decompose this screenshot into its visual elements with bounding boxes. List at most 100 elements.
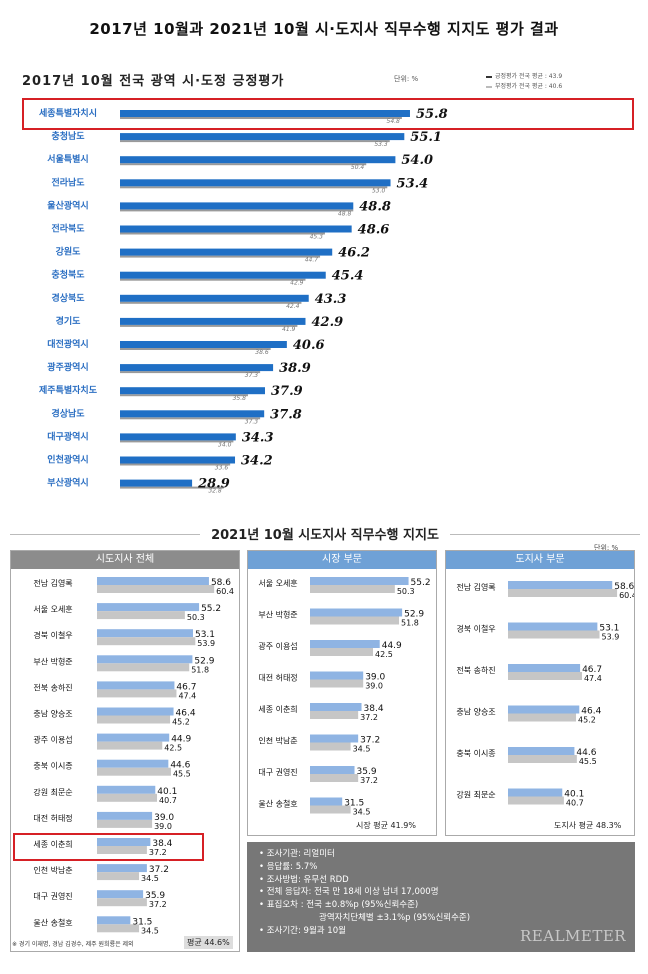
- candidate-label: 전남 김영록: [33, 578, 72, 588]
- value-label: 38.9: [279, 361, 311, 376]
- bar-positive: [120, 225, 352, 233]
- value-label-previous: 34.5: [353, 745, 371, 754]
- bar-positive: [120, 433, 236, 441]
- bar-positive: [120, 202, 354, 210]
- value-label-previous: 39.0: [154, 822, 172, 831]
- value-label-previous: 37.2: [149, 900, 167, 909]
- region-label: 전라남도: [51, 176, 85, 188]
- value-label-previous: 39.0: [365, 682, 383, 691]
- bar-2021-previous: [97, 898, 147, 907]
- region-label: 전라북도: [51, 223, 85, 235]
- bar-2021-current: [97, 681, 175, 690]
- candidate-label: 부산 박형준: [258, 610, 297, 620]
- exclusion-note: ※ 경기 이재명, 경남 김경수, 제주 원희룡은 제외: [12, 941, 134, 948]
- value-label: 46.2: [338, 246, 370, 261]
- bar-positive: [120, 133, 405, 141]
- bar-2021-previous: [97, 715, 171, 724]
- bar-positive: [120, 248, 333, 256]
- bar-secondary: [120, 140, 390, 143]
- bar-secondary: [120, 186, 388, 189]
- top-chart-legend: 긍정평가 전국 평균 : 43.9 부정평가 전국 평균 : 40.6: [486, 72, 562, 92]
- bar-positive: [120, 479, 193, 487]
- value-label-previous: 47.4: [178, 691, 196, 700]
- bar-2021-previous: [97, 741, 163, 750]
- top-chart-svg: 세종특별자치시 54.8 55.8 충청남도 53.3 55.1 서울특별시 50.4 54.0…: [39, 107, 448, 495]
- value-label-secondary: 54.8: [387, 118, 401, 125]
- bar-2021-previous: [97, 793, 158, 802]
- value-label-secondary: 48.8: [338, 210, 352, 217]
- bar-2021-previous: [310, 711, 359, 719]
- bar-2021-previous: [508, 796, 564, 805]
- brand-logo: REALMETER: [520, 927, 627, 945]
- bar-2021-previous: [310, 742, 351, 751]
- bar-2021-current: [97, 603, 200, 612]
- bar-2021-previous: [310, 774, 359, 782]
- region-label: 인천광역시: [47, 454, 88, 466]
- bar-2021-previous: [97, 819, 153, 828]
- bar-2021-current: [310, 766, 355, 774]
- candidate-label: 대전 허태정: [258, 673, 297, 683]
- value-label: 45.4: [332, 269, 364, 284]
- candidate-label: 충북 이시종: [33, 761, 72, 771]
- candidate-label: 울산 송철호: [258, 799, 297, 809]
- value-label-current: 58.6: [614, 582, 634, 592]
- value-label-previous: 37.2: [360, 713, 378, 722]
- value-label-secondary: 42.9: [290, 280, 304, 287]
- value-label-secondary: 53.3: [374, 141, 388, 148]
- value-label: 37.8: [270, 407, 302, 422]
- bottom-title-wrap: 2021년 10월 시도지사 직무수행 지지도: [10, 522, 640, 548]
- legend-swatch-positive: [486, 76, 492, 78]
- bottom-title: 2021년 10월 시도지사 직무수행 지지도: [200, 524, 450, 543]
- legend-swatch-negative: [486, 86, 492, 88]
- value-label-secondary: 32.8: [208, 488, 222, 495]
- bar-2021-current: [508, 747, 575, 755]
- bar-2021-current: [508, 705, 580, 714]
- bar-2021-current: [97, 759, 169, 768]
- overall-average: 평균 44.6%: [184, 936, 233, 949]
- bar-2021-current: [97, 629, 193, 638]
- value-label-secondary: 53.0: [372, 187, 386, 194]
- info-line: • 응답률: 5.7%: [259, 861, 318, 872]
- sejong-highlight-box-2021: [13, 833, 204, 861]
- panel-mayor: 시장 부문 서울 오세훈 55.2 50.3 부산 박형준 52.9 51.8 광주 이용섭…: [247, 550, 437, 836]
- top-chart-title: 2017년 10월 전국 광역 시·도정 긍정평가: [22, 74, 285, 89]
- region-label: 경상북도: [51, 292, 85, 304]
- value-label-previous: 34.5: [141, 926, 159, 935]
- bar-2021-current: [310, 577, 409, 585]
- value-label-secondary: 38.6: [255, 349, 269, 356]
- value-label-previous: 60.4: [619, 591, 634, 600]
- bar-positive: [120, 110, 410, 117]
- value-label: 53.4: [397, 176, 429, 191]
- value-label-current: 55.2: [411, 578, 431, 588]
- value-label-secondary: 35.8: [233, 395, 247, 402]
- value-label: 34.2: [241, 454, 273, 469]
- bar-secondary: [120, 417, 261, 420]
- bar-2021-current: [97, 785, 156, 794]
- value-label-previous: 45.2: [172, 718, 190, 727]
- value-label: 48.6: [358, 223, 390, 238]
- bar-secondary: [120, 301, 302, 304]
- candidate-label: 세종 이춘희: [33, 839, 72, 849]
- info-line: 광역자치단체별 ±3.1%p (95%신뢰수준): [319, 912, 471, 923]
- bar-2021-previous: [97, 611, 185, 620]
- bar-2021-current: [97, 916, 131, 925]
- bar-2021-previous: [508, 589, 618, 597]
- value-label-current: 39.0: [154, 813, 174, 823]
- bar-positive: [120, 456, 236, 464]
- value-label-previous: 37.2: [149, 848, 167, 857]
- region-label: 충청남도: [51, 130, 85, 142]
- bar-positive: [120, 410, 265, 418]
- survey-info-box: • 조사기관: 리얼미터 • 응답률: 5.7% • 조사방법: 유무선 RDD…: [247, 842, 635, 952]
- value-label-previous: 40.7: [159, 796, 177, 805]
- governor-average: 도지사 평균 48.3%: [554, 821, 622, 830]
- value-label-current: 53.1: [599, 624, 619, 634]
- bar-2021-current: [310, 734, 359, 743]
- bar-secondary: [120, 255, 321, 258]
- value-label: 54.0: [401, 153, 433, 168]
- value-label-current: 46.4: [581, 707, 601, 717]
- value-label-secondary: 33.6: [215, 465, 229, 472]
- panel-governor-title: 도지사 부문: [446, 551, 634, 569]
- value-label-previous: 51.8: [401, 619, 419, 628]
- bar-2021-current: [508, 788, 563, 797]
- info-line: • 조사기관: 리얼미터: [259, 849, 335, 859]
